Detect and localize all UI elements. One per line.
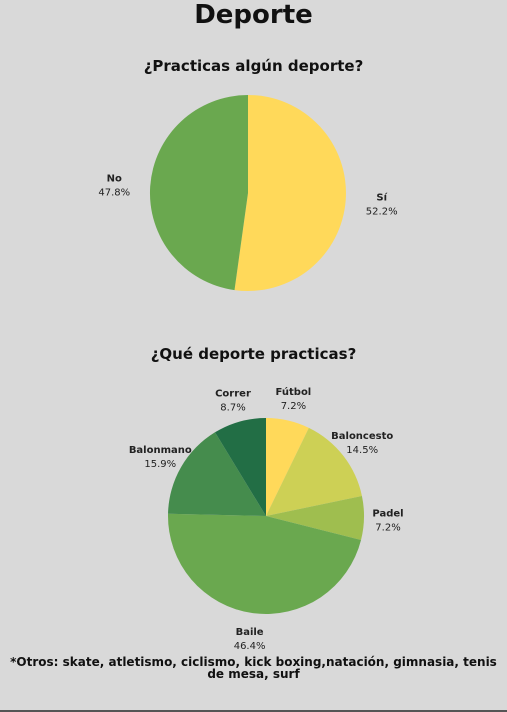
pie-slice-correr — [215, 418, 266, 516]
pie-slice-balonmano — [168, 432, 266, 516]
footnote-others: *Otros: skate, atletismo, ciclismo, kick… — [10, 655, 497, 681]
slice-label-futbol: Fútbol — [276, 386, 312, 398]
slice-value-no: 47.8% — [98, 188, 130, 199]
chart-title-sport: ¿Qué deporte practicas? — [150, 345, 357, 363]
slice-value-correr: 8.7% — [220, 403, 245, 414]
slice-label-si: Sí — [376, 191, 387, 203]
bottom-divider — [0, 710, 507, 712]
slice-label-balonmano: Balonmano — [129, 445, 192, 456]
pie-slice-futbol — [266, 418, 309, 516]
slice-value-balonmano: 15.9% — [144, 459, 176, 470]
slice-label-baloncesto: Baloncesto — [331, 431, 393, 442]
slice-label-correr: Correr — [215, 389, 251, 400]
pie-slice-si — [234, 95, 346, 291]
slice-value-padel: 7.2% — [375, 523, 400, 534]
slice-value-baile: 46.4% — [234, 641, 266, 652]
pie-chart-practice: Sí 52.2% No 47.8% — [98, 94, 398, 291]
chart-title-practice: ¿Practicas algún deporte? — [143, 57, 364, 75]
slice-label-no: No — [107, 174, 122, 185]
pie-slice-baloncesto — [266, 427, 362, 516]
pie-chart-sport: Fútbol 7.2% Baloncesto 14.5% Padel 7.2% Baile 4… — [129, 386, 404, 652]
slice-label-baile: Baile — [236, 627, 264, 638]
slice-value-si: 52.2% — [366, 206, 398, 217]
page-title: Deporte — [194, 0, 313, 30]
pie-slice-padel — [266, 495, 365, 540]
pie-slice-baile — [168, 513, 362, 614]
slice-label-padel: Padel — [372, 509, 403, 520]
slice-value-futbol: 7.2% — [281, 401, 306, 412]
pie-slice-no — [149, 94, 248, 291]
slice-value-baloncesto: 14.5% — [346, 445, 378, 456]
